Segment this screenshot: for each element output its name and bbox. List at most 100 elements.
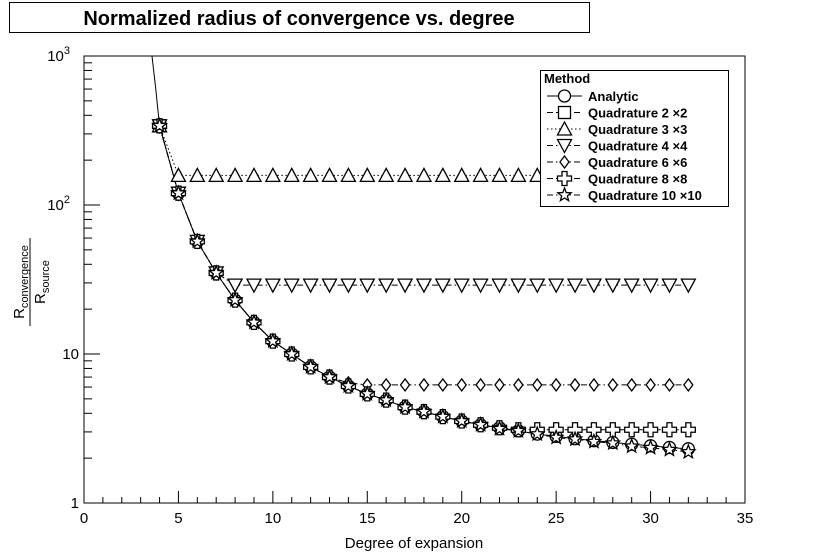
data-point bbox=[642, 278, 659, 294]
y-axis-label-numerator: Rconvergence bbox=[11, 245, 31, 319]
y-axis-label-numerator-main: R bbox=[11, 308, 28, 319]
y-axis-label: Rconvergence Rsource bbox=[11, 238, 52, 326]
data-point bbox=[302, 358, 320, 374]
data-point bbox=[624, 422, 640, 438]
data-point bbox=[664, 377, 675, 393]
data-point bbox=[531, 377, 543, 393]
data-point bbox=[529, 278, 546, 294]
x-tick-label: 35 bbox=[737, 510, 754, 527]
data-point bbox=[170, 167, 187, 183]
y-tick-label: 103 bbox=[47, 45, 70, 65]
legend-label: Quadrature 8 ×8 bbox=[588, 172, 687, 187]
data-point bbox=[661, 422, 678, 438]
x-tick-label: 20 bbox=[453, 510, 470, 527]
data-point bbox=[548, 278, 565, 294]
data-point bbox=[245, 278, 263, 294]
legend-label: Quadrature 2 ×2 bbox=[588, 106, 687, 121]
data-point bbox=[509, 422, 527, 438]
data-point bbox=[642, 438, 659, 455]
data-point bbox=[283, 167, 300, 183]
series-markers-6 bbox=[151, 117, 697, 460]
data-point bbox=[396, 167, 414, 183]
data-point bbox=[340, 167, 357, 183]
data-point bbox=[661, 278, 678, 294]
data-point bbox=[453, 278, 470, 294]
x-tick-label: 15 bbox=[359, 510, 376, 527]
data-point bbox=[680, 422, 696, 438]
data-point bbox=[604, 434, 622, 451]
data-point bbox=[550, 377, 562, 393]
data-point bbox=[528, 425, 546, 442]
data-point bbox=[321, 368, 338, 385]
legend-frame bbox=[540, 70, 729, 207]
y-axis-label-denominator: Rsource bbox=[32, 260, 52, 304]
data-point bbox=[358, 385, 376, 402]
legend-marker bbox=[556, 186, 573, 203]
data-point bbox=[418, 377, 430, 393]
data-point bbox=[321, 167, 338, 183]
data-point bbox=[588, 377, 600, 393]
data-point bbox=[396, 278, 414, 294]
data-point bbox=[283, 278, 300, 294]
data-point bbox=[188, 232, 206, 249]
data-point bbox=[510, 167, 527, 183]
data-point bbox=[585, 278, 603, 294]
data-point bbox=[645, 377, 656, 393]
data-point bbox=[170, 184, 187, 201]
data-point bbox=[226, 278, 244, 294]
y-tick-label: 102 bbox=[47, 194, 70, 214]
legend-entry: Quadrature 6 ×6 bbox=[547, 154, 687, 170]
data-point bbox=[378, 278, 395, 294]
data-point bbox=[569, 377, 581, 393]
data-point bbox=[585, 432, 603, 449]
data-point bbox=[399, 377, 411, 393]
data-point bbox=[340, 278, 357, 294]
data-point bbox=[586, 422, 602, 438]
data-point bbox=[607, 377, 619, 393]
chart-title: Normalized radius of convergence vs. deg… bbox=[83, 8, 514, 30]
data-point bbox=[434, 167, 451, 183]
legend-entry: Quadrature 8 ×8 bbox=[547, 170, 687, 187]
legend-label: Quadrature 6 ×6 bbox=[588, 155, 687, 170]
data-point bbox=[456, 377, 468, 393]
plot-frame bbox=[83, 55, 746, 504]
data-point bbox=[151, 117, 168, 133]
legend-entry: Quadrature 4 ×4 bbox=[547, 139, 688, 154]
y-axis-label-denominator-main: R bbox=[32, 293, 49, 304]
data-point bbox=[547, 428, 565, 445]
data-point bbox=[626, 377, 637, 393]
data-point bbox=[377, 391, 395, 408]
legend-marker bbox=[559, 154, 570, 170]
y-axis-label-denominator-sub: source bbox=[40, 260, 52, 293]
legend-entry: Analytic bbox=[547, 89, 639, 104]
legend-label: Quadrature 4 ×4 bbox=[588, 139, 688, 154]
legend-marker bbox=[556, 120, 573, 136]
x-tick-label: 0 bbox=[80, 510, 88, 527]
data-point bbox=[415, 167, 433, 183]
legend-marker bbox=[557, 105, 572, 120]
data-point bbox=[321, 278, 338, 294]
legend-marker bbox=[557, 89, 572, 103]
x-tick-label: 30 bbox=[642, 510, 659, 527]
plot-area: 0 5 10 15 20 25 30 35 1 10 102 103 bbox=[47, 45, 753, 527]
data-point bbox=[378, 167, 395, 183]
y-axis-label-numerator-sub: convergence bbox=[19, 245, 31, 308]
data-point bbox=[340, 377, 357, 394]
data-point bbox=[415, 278, 433, 294]
x-axis-label: Degree of expansion bbox=[345, 535, 483, 552]
y-tick-label: 1 bbox=[71, 495, 79, 512]
data-point bbox=[623, 437, 641, 454]
data-point bbox=[226, 167, 244, 183]
x-tick-label: 10 bbox=[265, 510, 282, 527]
data-point bbox=[208, 167, 225, 183]
legend-entry: Quadrature 2 ×2 bbox=[547, 106, 687, 121]
data-point bbox=[510, 278, 527, 294]
legend-label: Quadrature 10 ×10 bbox=[588, 188, 702, 203]
y-tick-label: 10 bbox=[62, 346, 79, 363]
data-point bbox=[264, 167, 281, 183]
data-point bbox=[415, 402, 433, 419]
data-point bbox=[434, 407, 452, 424]
